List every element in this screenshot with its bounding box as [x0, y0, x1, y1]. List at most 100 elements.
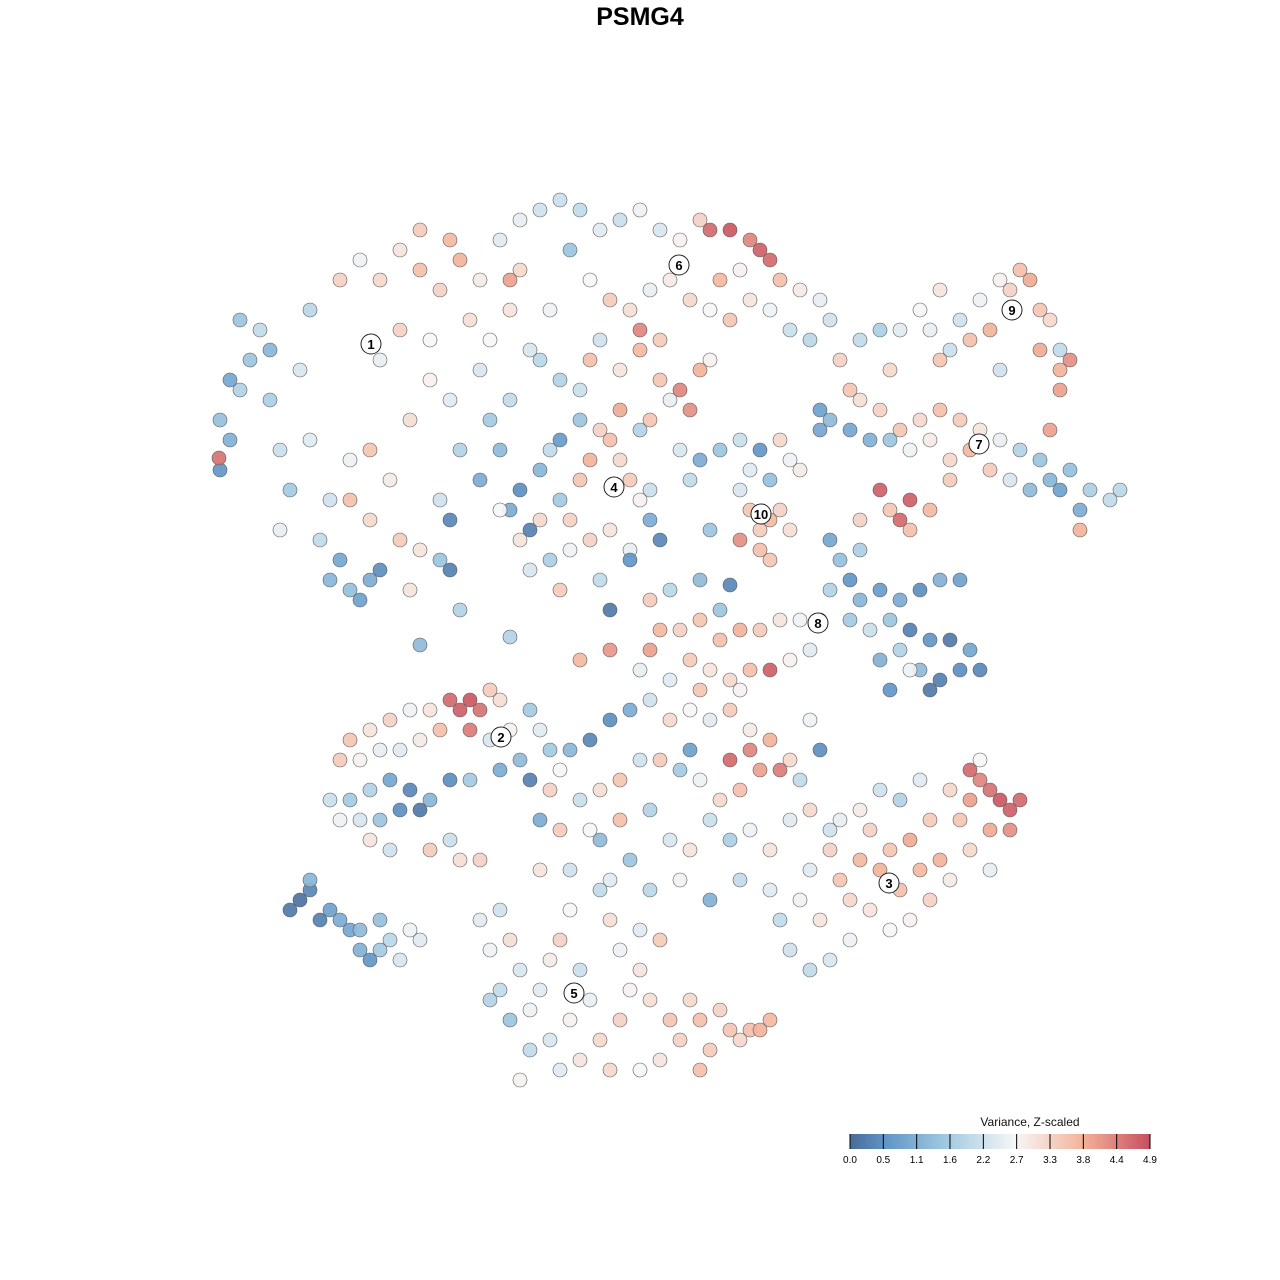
data-point	[712, 272, 728, 288]
data-point	[702, 302, 718, 318]
data-point	[622, 302, 638, 318]
data-point	[632, 422, 648, 438]
data-point	[572, 472, 588, 488]
data-point	[922, 322, 938, 338]
data-point	[632, 662, 648, 678]
data-point	[632, 752, 648, 768]
legend-colorbar	[850, 1134, 1150, 1149]
data-point	[812, 422, 828, 438]
data-point	[1072, 522, 1088, 538]
data-point	[742, 662, 758, 678]
data-point	[622, 472, 638, 488]
data-point	[942, 872, 958, 888]
data-point	[1052, 482, 1068, 498]
data-point	[452, 252, 468, 268]
data-point	[722, 702, 738, 718]
data-point	[1042, 312, 1058, 328]
data-point	[932, 852, 948, 868]
data-point	[552, 1062, 568, 1078]
data-point	[602, 432, 618, 448]
data-point	[492, 232, 508, 248]
data-point	[632, 922, 648, 938]
data-point	[632, 1062, 648, 1078]
data-point	[632, 492, 648, 508]
data-point	[832, 552, 848, 568]
data-point	[362, 832, 378, 848]
data-point	[932, 572, 948, 588]
data-point	[662, 832, 678, 848]
data-point	[442, 232, 458, 248]
data-point	[642, 412, 658, 428]
data-point	[622, 982, 638, 998]
data-point	[382, 712, 398, 728]
data-point	[462, 772, 478, 788]
data-point	[712, 792, 728, 808]
data-point	[512, 262, 528, 278]
data-point	[402, 922, 418, 938]
data-point	[372, 742, 388, 758]
data-point	[902, 662, 918, 678]
data-point	[932, 402, 948, 418]
data-point	[582, 992, 598, 1008]
data-point	[452, 442, 468, 458]
data-point	[492, 692, 508, 708]
data-point	[962, 842, 978, 858]
data-point	[852, 852, 868, 868]
data-point	[912, 582, 928, 598]
data-point	[662, 1012, 678, 1028]
data-point	[1042, 472, 1058, 488]
data-point	[742, 232, 758, 248]
data-point	[982, 322, 998, 338]
data-point	[542, 782, 558, 798]
data-point	[322, 792, 338, 808]
legend-tick-label: 3.3	[1043, 1155, 1057, 1166]
data-point	[772, 502, 788, 518]
data-point	[572, 412, 588, 428]
data-point	[652, 752, 668, 768]
data-point	[822, 312, 838, 328]
cluster-label: 1	[360, 333, 382, 355]
data-point	[952, 572, 968, 588]
data-point	[382, 932, 398, 948]
data-point	[722, 752, 738, 768]
data-point	[792, 462, 808, 478]
data-point	[332, 752, 348, 768]
data-point	[862, 822, 878, 838]
data-point	[382, 772, 398, 788]
data-point	[232, 382, 248, 398]
data-point	[422, 372, 438, 388]
data-point	[682, 742, 698, 758]
data-point	[612, 772, 628, 788]
data-point	[762, 552, 778, 568]
data-point	[882, 362, 898, 378]
data-point	[692, 682, 708, 698]
data-point	[842, 382, 858, 398]
data-point	[352, 942, 368, 958]
data-point	[902, 442, 918, 458]
data-point	[702, 812, 718, 828]
data-point	[722, 672, 738, 688]
data-point	[772, 762, 788, 778]
data-point	[902, 832, 918, 848]
data-point	[612, 452, 628, 468]
data-point	[682, 842, 698, 858]
data-point	[672, 872, 688, 888]
data-point	[842, 932, 858, 948]
data-point	[422, 842, 438, 858]
data-point	[752, 442, 768, 458]
data-point	[482, 992, 498, 1008]
data-point	[542, 742, 558, 758]
cluster-label-text: 6	[675, 258, 682, 273]
data-point	[772, 272, 788, 288]
data-point	[872, 482, 888, 498]
data-point	[422, 332, 438, 348]
data-point	[702, 892, 718, 908]
data-point	[962, 792, 978, 808]
data-point	[942, 342, 958, 358]
data-point	[332, 912, 348, 928]
data-point	[562, 512, 578, 528]
data-point	[972, 292, 988, 308]
data-point	[732, 532, 748, 548]
data-point	[592, 572, 608, 588]
data-point	[762, 1012, 778, 1028]
